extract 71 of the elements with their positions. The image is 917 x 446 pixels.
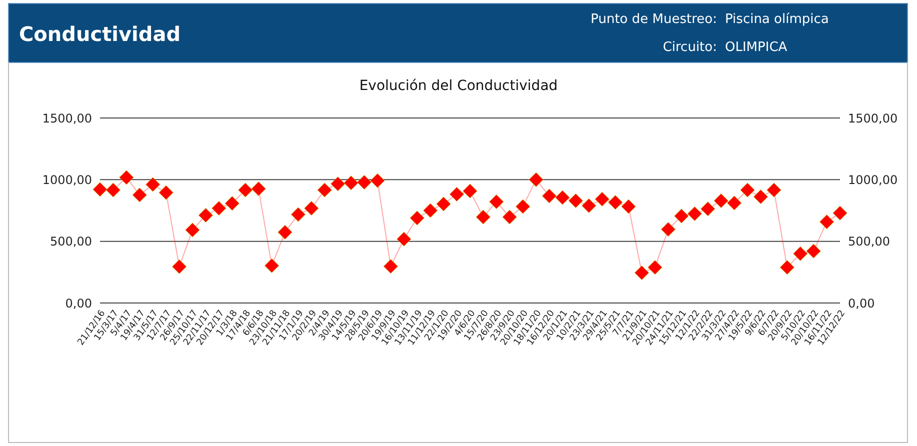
- point: [410, 210, 424, 226]
- point: [528, 172, 544, 187]
- point: [450, 186, 464, 202]
- point: [555, 190, 570, 205]
- point: [212, 201, 226, 216]
- point: [806, 244, 821, 258]
- point: [820, 214, 834, 230]
- point: [832, 206, 848, 220]
- point: [132, 188, 147, 202]
- point: [304, 201, 319, 216]
- point: [462, 184, 478, 198]
- point: [634, 266, 650, 280]
- y-tick-label: 1000,00: [42, 172, 92, 187]
- point: [793, 246, 808, 261]
- point: [198, 208, 213, 223]
- point: [278, 224, 292, 240]
- y2-tick-label: 0,00: [848, 296, 875, 310]
- point: [396, 232, 412, 246]
- point: [568, 194, 583, 208]
- y-tick-label: 1500,00: [42, 111, 92, 126]
- text: OLIMPICA: [725, 40, 788, 55]
- point: [608, 195, 623, 210]
- y2-tick-label: 500,00: [848, 234, 890, 249]
- point: [594, 192, 610, 206]
- point: [185, 222, 200, 238]
- point: [542, 188, 557, 204]
- point: [251, 182, 266, 196]
- point: [516, 199, 530, 214]
- point: [582, 198, 596, 213]
- point: [92, 182, 108, 197]
- y2-tick-label: 1000,00: [848, 172, 898, 187]
- point: [502, 210, 517, 224]
- point: [238, 182, 253, 198]
- point: [727, 196, 742, 210]
- chart-subtitle: Evolución del Conductividad: [358, 78, 559, 94]
- point: [330, 176, 346, 192]
- point: [224, 196, 240, 211]
- y-tick-label: 500,00: [50, 234, 92, 249]
- point: [780, 260, 794, 275]
- text: Punto de Muestreo:: [590, 12, 717, 27]
- point: [766, 182, 782, 198]
- point: [119, 170, 134, 185]
- point: [476, 210, 490, 224]
- chart-title: Conductividad: [19, 22, 181, 46]
- y2-tick-label: 1500,00: [848, 111, 898, 126]
- point: [687, 206, 702, 221]
- point: [106, 182, 120, 198]
- point: [753, 190, 768, 204]
- y-tick-label: 0,00: [65, 296, 92, 310]
- point: [158, 185, 174, 200]
- point: [740, 182, 755, 198]
- point: [317, 182, 332, 198]
- point: [290, 207, 306, 222]
- text: Circuito:: [662, 40, 717, 55]
- point: [621, 199, 636, 214]
- point: [674, 208, 689, 224]
- point: [714, 194, 728, 208]
- point: [357, 175, 372, 190]
- point: [344, 176, 358, 190]
- point: [172, 259, 187, 274]
- point: [264, 258, 280, 273]
- point: [423, 203, 438, 218]
- point: [370, 173, 385, 188]
- point: [660, 222, 676, 237]
- point: [146, 177, 160, 192]
- point: [436, 196, 451, 212]
- point: [700, 202, 716, 216]
- text: Piscina olímpica: [725, 12, 829, 27]
- point: [648, 260, 662, 275]
- point: [383, 259, 398, 274]
- point: [489, 194, 504, 209]
